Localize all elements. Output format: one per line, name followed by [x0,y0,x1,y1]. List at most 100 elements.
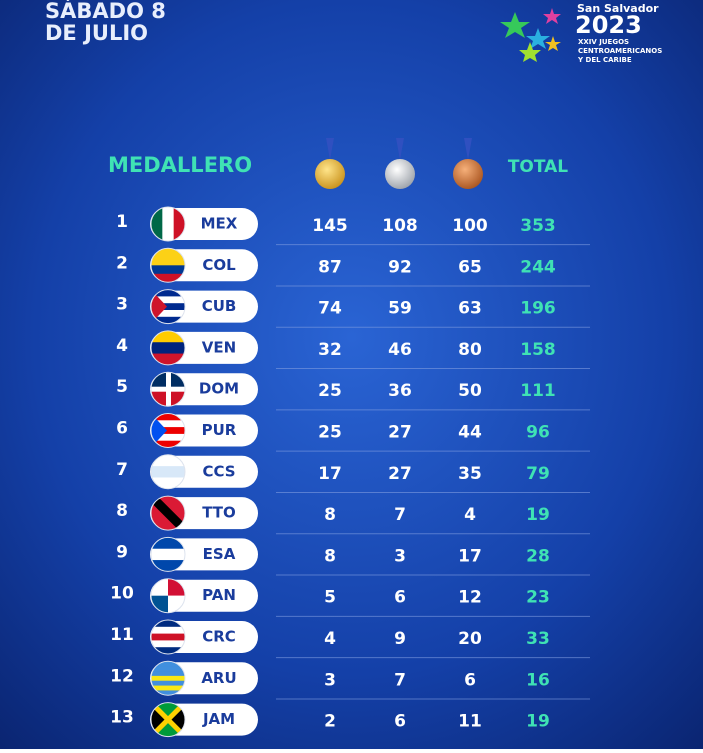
flag [151,661,185,696]
flag-stripe [151,661,185,667]
flag [151,372,185,407]
flag-border [150,289,186,325]
total-header: TOTAL [508,157,568,177]
total-count: 196 [520,299,556,319]
flag-border [150,206,186,242]
flag-stripe [151,633,185,641]
medal-count: 36 [388,381,412,401]
medal-count: 11 [458,712,482,732]
medal-count: 108 [382,216,418,236]
country-code: CRC [202,628,236,646]
flag [151,496,185,531]
flag-stripe [151,640,185,648]
medal-count: 6 [394,712,406,732]
flag-stripe [151,265,185,275]
logo-text: XXIV JUEGOS [578,38,629,46]
rank: 12 [110,666,134,686]
medal-count: 80 [458,340,482,360]
medal-count: 17 [318,464,342,484]
flag-stripe [151,466,185,478]
flag-stripe [151,666,185,672]
flag [151,413,185,448]
medal-count: 50 [458,381,482,401]
flag-stripe [151,413,185,421]
total-count: 19 [526,505,550,525]
total-count: 23 [526,588,550,608]
flag-stripe [151,702,168,737]
flag-stripe [151,671,185,677]
flag-stripe [151,207,163,241]
total-count: 28 [526,546,550,566]
flag-cross [151,386,185,392]
medal-count: 4 [464,505,476,525]
rank: 5 [116,377,128,397]
medal-count: 3 [324,670,336,690]
rank: 4 [116,336,128,356]
flag-stripe [151,289,185,297]
flag [151,289,185,324]
flag [151,702,185,737]
medal-count: 100 [452,216,488,236]
flag-stripe [151,353,185,365]
flag-stripe [151,647,185,654]
medal-count: 27 [388,464,412,484]
medal-count: 17 [458,546,482,566]
country-code: ESA [203,545,236,563]
medal-count: 12 [458,588,482,608]
medal-count: 27 [388,423,412,443]
flag-border [150,330,186,366]
flag [151,620,185,654]
total-count: 33 [526,629,550,649]
country-code: ARU [201,669,236,687]
total-count: 244 [520,257,556,277]
medal-count: 63 [458,299,482,319]
flag-stripe [151,685,185,691]
medal-count: 3 [394,546,406,566]
medal-count: 87 [318,257,342,277]
flag-stripe [151,310,185,318]
medal-count: 59 [388,299,412,319]
logo-stars [500,8,561,62]
rank: 13 [110,708,134,728]
flag-stripe [151,690,185,696]
medal-icons [315,138,483,189]
medal-count: 145 [312,216,348,236]
country-code: MEX [201,215,238,233]
date-line: DE JULIO [45,21,148,45]
flag-stripe [151,620,185,628]
flag-stripe [151,303,185,311]
flag-stripe [168,702,185,737]
flag-stripe [151,626,185,635]
rank: 3 [116,295,128,315]
medal-count: 5 [324,588,336,608]
country-code: DOM [199,380,239,398]
flag [151,330,185,365]
rank: 2 [116,253,128,273]
rank: 7 [116,460,128,480]
country-code: JAM [202,710,235,728]
rank: 8 [116,501,128,521]
medal-count: 25 [318,423,342,443]
flag-stripe [151,248,185,258]
total-count: 79 [526,464,550,484]
total-count: 353 [520,216,556,236]
flag-stripe [151,454,185,467]
medal-count: 7 [394,670,406,690]
flag [151,248,185,283]
medal-count: 8 [324,546,336,566]
flag [151,537,185,572]
flag-border [150,660,186,696]
flag-stripe [151,680,185,687]
flag-stripe [151,256,185,266]
medal-count: 92 [388,257,412,277]
medal-count: 46 [388,340,412,360]
total-count: 19 [526,712,550,732]
flag-border [150,702,186,738]
medal-count: 8 [324,505,336,525]
medal-count: 44 [458,423,482,443]
flag-border [150,536,186,572]
total-count: 96 [526,423,550,443]
flag-stripe [151,330,185,343]
